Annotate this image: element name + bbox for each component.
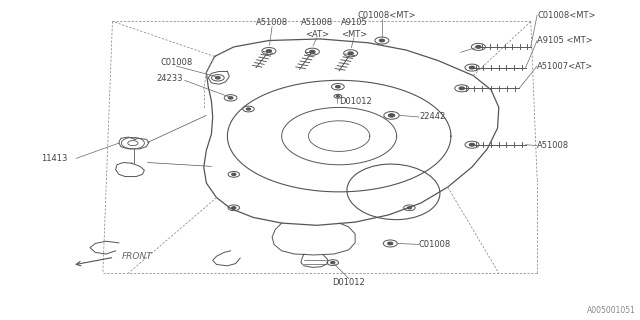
Circle shape <box>390 115 393 116</box>
Text: 22442: 22442 <box>419 113 445 122</box>
Text: A9105: A9105 <box>340 19 367 28</box>
Text: D01012: D01012 <box>332 278 365 287</box>
Circle shape <box>469 143 474 146</box>
Circle shape <box>310 50 315 53</box>
Text: FRONT: FRONT <box>122 252 153 261</box>
Text: <MT>: <MT> <box>340 30 367 39</box>
Text: A51008: A51008 <box>537 141 569 150</box>
Text: A005001051: A005001051 <box>588 307 636 316</box>
Text: 11413: 11413 <box>42 154 68 163</box>
Text: A51008: A51008 <box>256 19 288 28</box>
Text: A9105 <MT>: A9105 <MT> <box>537 36 593 45</box>
Circle shape <box>232 207 236 209</box>
Circle shape <box>408 207 412 209</box>
Circle shape <box>460 87 465 90</box>
Circle shape <box>232 173 236 175</box>
Text: D01012: D01012 <box>339 97 371 106</box>
Circle shape <box>335 86 340 88</box>
Text: A51008: A51008 <box>301 19 333 28</box>
Text: A51007<AT>: A51007<AT> <box>537 61 593 70</box>
Text: C01008<MT>: C01008<MT> <box>358 11 416 20</box>
Circle shape <box>469 66 474 69</box>
Text: C01008: C01008 <box>419 240 451 249</box>
Circle shape <box>331 261 335 264</box>
Circle shape <box>388 242 393 245</box>
Circle shape <box>476 46 481 48</box>
Circle shape <box>389 114 394 117</box>
Circle shape <box>266 50 271 52</box>
Circle shape <box>380 39 385 42</box>
Text: C01008<MT>: C01008<MT> <box>537 11 596 20</box>
Text: <AT>: <AT> <box>305 30 329 39</box>
Text: 24233: 24233 <box>157 74 183 83</box>
Circle shape <box>246 108 250 110</box>
Text: C01008: C01008 <box>160 58 193 67</box>
Circle shape <box>348 52 353 54</box>
Circle shape <box>228 97 233 99</box>
Circle shape <box>337 96 339 97</box>
Circle shape <box>216 77 220 79</box>
